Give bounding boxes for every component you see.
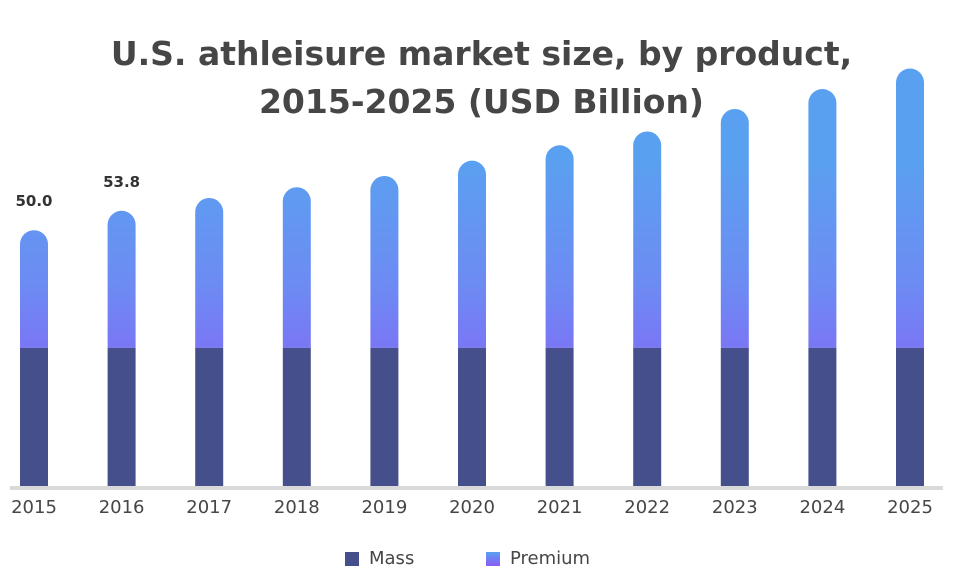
bar-premium-2024 — [808, 89, 837, 348]
legend-item-premium: Premium — [486, 548, 590, 569]
x-tick-label-2019: 2019 — [361, 497, 407, 518]
chart-title: U.S. athleisure market size, by product,… — [0, 30, 963, 126]
bar-mass-2023 — [720, 347, 749, 486]
x-tick-label-2015: 2015 — [11, 497, 57, 518]
bar-premium-2017 — [195, 197, 224, 348]
bar-mass-2022 — [633, 347, 662, 486]
x-tick-label-2020: 2020 — [449, 497, 495, 518]
bar-premium-2018 — [282, 187, 311, 348]
legend-label-mass: Mass — [369, 548, 415, 569]
bar-mass-2020 — [458, 347, 486, 486]
bar-premium-2025 — [896, 68, 924, 348]
bar-premium-2015 — [20, 230, 48, 348]
legend-swatch-mass — [345, 551, 359, 566]
x-tick-label-2018: 2018 — [274, 497, 320, 518]
x-tick-label-2025: 2025 — [887, 497, 933, 518]
x-tick-label-2017: 2017 — [186, 497, 232, 518]
bar-premium-2023 — [720, 108, 749, 348]
legend-swatch-premium — [486, 551, 500, 566]
bar-premium-2019 — [370, 175, 399, 348]
legend-item-mass: Mass — [345, 548, 414, 569]
data-labels: 50.0 53.8 — [15, 173, 140, 210]
legend: Mass Premium — [0, 548, 963, 576]
bar-mass-2017 — [195, 347, 224, 486]
bar-mass-2019 — [370, 347, 399, 486]
bar-mass-2025 — [896, 347, 924, 486]
x-axis-baseline — [10, 486, 943, 490]
bar-mass-2018 — [282, 347, 311, 486]
chart-title-line-1: U.S. athleisure market size, by product, — [110, 34, 853, 73]
bar-premium-2022 — [633, 131, 662, 348]
bars-group — [20, 68, 924, 486]
bar-mass-2021 — [545, 347, 574, 486]
x-tick-label-2022: 2022 — [624, 497, 670, 518]
chart-title-line-2: 2015-2025 (USD Billion) — [258, 82, 705, 121]
x-tick-label-2023: 2023 — [712, 497, 758, 518]
x-tick-label-2024: 2024 — [799, 497, 845, 518]
bar-mass-2024 — [808, 347, 837, 486]
x-tick-label-2021: 2021 — [537, 497, 583, 518]
x-tick-labels: 2015 2016 2017 2018 2019 2020 2021 2022 2023 2024… — [11, 497, 933, 518]
bar-premium-2016 — [107, 210, 136, 348]
bar-premium-2020 — [458, 160, 486, 348]
bar-mass-2016 — [107, 347, 136, 486]
legend-label-premium: Premium — [510, 548, 591, 569]
data-label-2016: 53.8 — [103, 173, 140, 191]
bar-mass-2015 — [20, 347, 48, 486]
x-tick-label-2016: 2016 — [99, 497, 145, 518]
bar-premium-2021 — [545, 145, 574, 348]
data-label-2015: 50.0 — [15, 192, 52, 210]
